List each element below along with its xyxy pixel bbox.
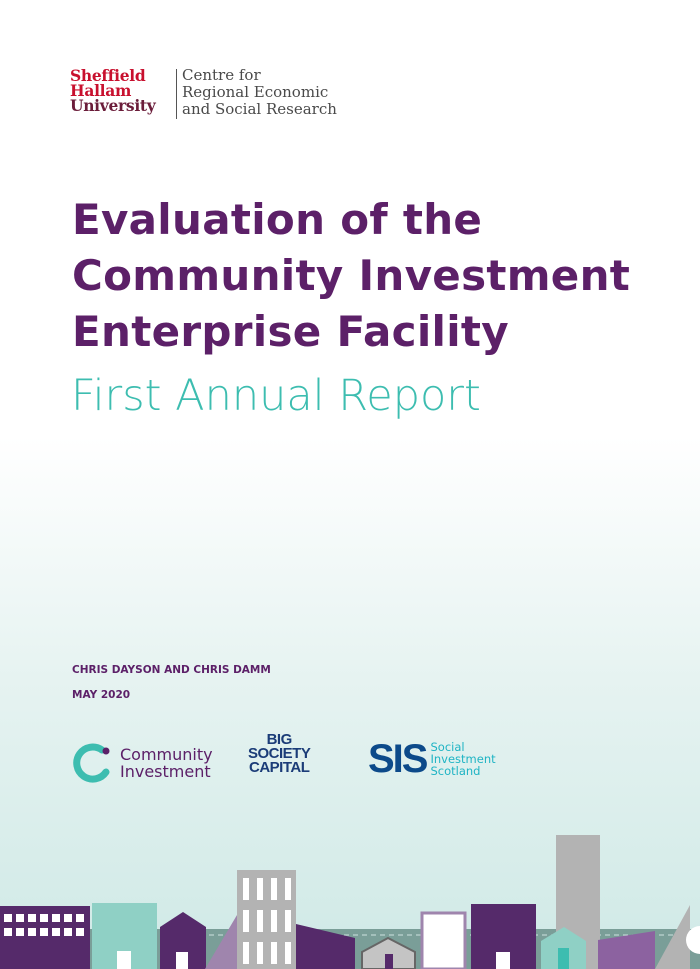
logo-line: Centre for [182, 66, 261, 84]
title-line: Evaluation of the [72, 195, 483, 244]
logo-line: Scotland [430, 764, 481, 778]
logo-line: SOCIETY [248, 745, 311, 762]
community-investment-icon [73, 743, 110, 783]
logo-line: Hallam [70, 81, 132, 100]
sis-mark: SIS [368, 737, 429, 781]
big-society-capital-logo: BIG SOCIETY CAPITAL [248, 731, 311, 776]
logo-line: Social [430, 740, 465, 754]
social-investment-scotland-logo: SIS Social Investment Scotland [368, 737, 496, 781]
authors: CHRIS DAYSON AND CHRIS DAMM [72, 664, 271, 676]
title-line: Community Investment [72, 251, 631, 300]
logo-line: Investment [120, 762, 211, 781]
logo-line: CAPITAL [248, 759, 310, 776]
sheffield-hallam-logo: Sheffield Hallam University [70, 66, 156, 115]
logo-line: BIG [266, 731, 293, 748]
logo-line: Regional Economic [182, 83, 329, 101]
logo-line: Community [120, 745, 213, 764]
title-line: Enterprise Facility [72, 307, 509, 356]
cresr-logo-text: Centre for Regional Economic and Social … [182, 67, 337, 118]
logo-line: Sheffield [70, 66, 146, 85]
community-investment-logo: Community Investment [72, 742, 213, 784]
report-title: Evaluation of the Community Investment E… [72, 192, 630, 360]
publication-date: MAY 2020 [72, 689, 131, 701]
city-skyline-illustration [0, 835, 700, 969]
logo-line: and Social Research [182, 100, 337, 118]
logo-divider [176, 69, 177, 119]
logo-line: University [70, 96, 156, 115]
logo-line: Investment [430, 752, 496, 766]
report-subtitle: First Annual Report [71, 371, 481, 421]
